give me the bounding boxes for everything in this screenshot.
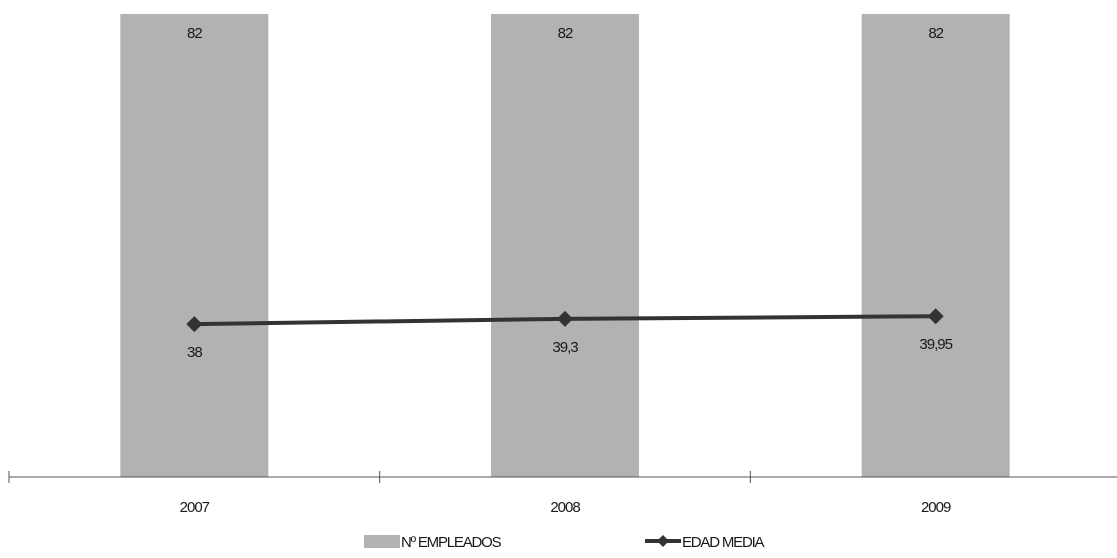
legend-swatch-marker (657, 535, 669, 547)
x-axis: 2007 2008 2009 (8, 471, 1117, 516)
edad-media-marker-2008 (557, 310, 573, 327)
x-tick-label-2008: 2008 (550, 499, 580, 516)
legend-swatch-bar (364, 535, 400, 548)
bar-2007 (120, 13, 269, 477)
edad-media-marker-2007 (186, 316, 203, 333)
line-value-label-2007: 38 (187, 344, 202, 361)
bar-value-label-2009: 82 (928, 25, 943, 42)
bar-2009 (861, 13, 1010, 477)
x-tick-label-2007: 2007 (180, 499, 210, 516)
line-value-label-2009: 39,95 (919, 336, 952, 353)
legend-label-empleados: Nº EMPLEADOS (401, 534, 502, 551)
bar-value-label-2007: 82 (187, 25, 202, 42)
legend-label-edad-media: EDAD MEDIA (682, 534, 765, 551)
line-value-label-2008: 39,3 (552, 339, 578, 356)
bars-layer (120, 13, 1010, 477)
bar-value-label-2008: 82 (558, 25, 573, 42)
line-layer (186, 308, 944, 333)
legend: Nº EMPLEADOS EDAD MEDIA (364, 534, 766, 551)
line-labels-layer: 38 39,3 39,95 (187, 336, 954, 361)
x-tick-label-2009: 2009 (921, 499, 951, 516)
edad-media-marker-2009 (927, 308, 944, 325)
bar-2008 (491, 13, 639, 477)
bar-labels-layer: 82 82 82 (187, 25, 945, 42)
